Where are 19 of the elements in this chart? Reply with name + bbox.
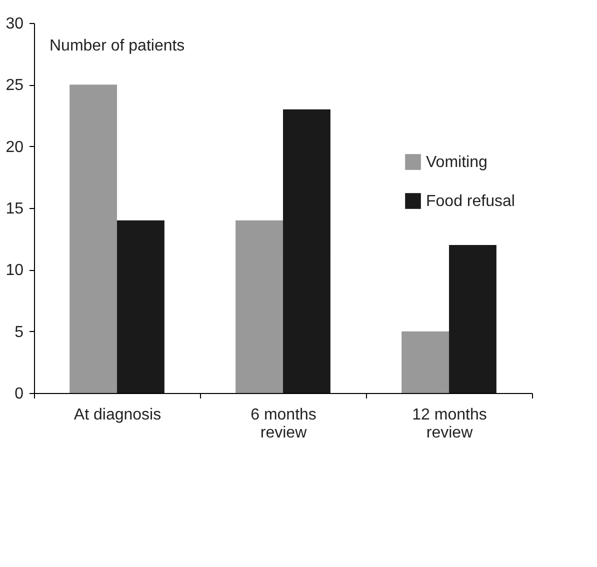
bar: [402, 331, 449, 393]
x-tick-label: At diagnosis: [74, 406, 162, 424]
bar: [236, 220, 283, 393]
y-tick-label: 10: [6, 262, 24, 280]
y-tick-label: 0: [14, 386, 24, 402]
y-tick-label: 25: [6, 77, 24, 94]
y-tick-label: 15: [6, 200, 24, 218]
y-axis-title: Number of patients: [50, 38, 185, 54]
y-tick-label: 5: [14, 324, 24, 341]
bar: [117, 220, 164, 393]
legend-label: Vomiting: [426, 154, 488, 171]
x-tick-label: 6 months review: [250, 406, 316, 442]
bar: [70, 84, 117, 393]
bar: [283, 109, 330, 393]
y-tick-label: 20: [6, 138, 24, 156]
x-tick-label: 12 months review: [412, 406, 487, 442]
bar: [449, 245, 496, 393]
y-tick-label: 30: [6, 16, 24, 32]
legend-label: Food refusal: [426, 193, 515, 210]
